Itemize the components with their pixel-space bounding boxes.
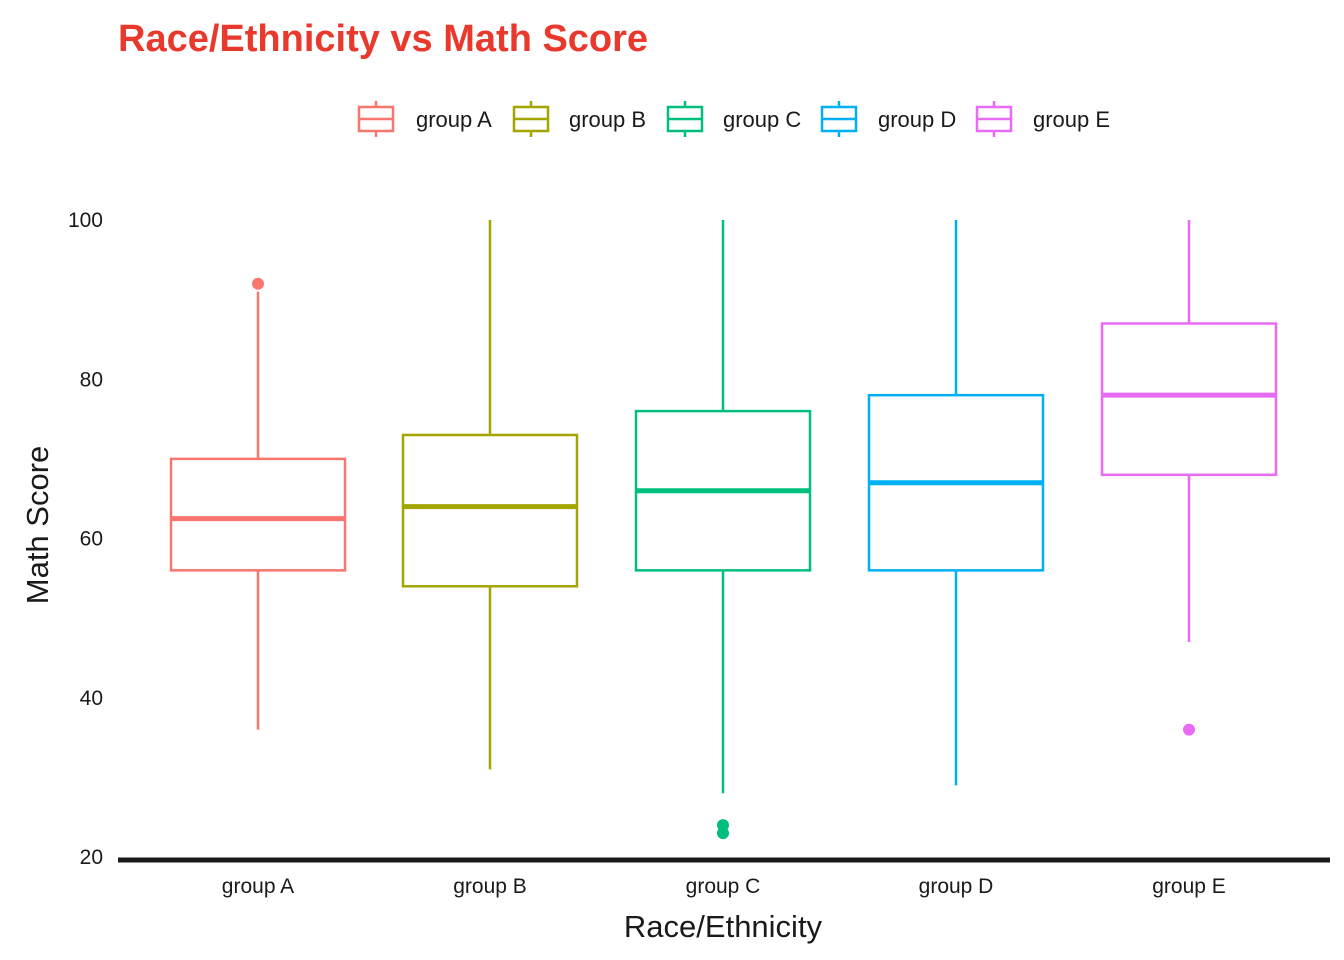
legend-label: group D (878, 107, 956, 132)
legend-key-box-icon (975, 101, 1013, 137)
legend-key-box-icon (820, 101, 858, 137)
plot-area (169, 220, 1278, 840)
legend-item-group-c: group C (666, 101, 801, 137)
legend-label: group C (723, 107, 801, 132)
legend-label: group E (1033, 107, 1110, 132)
chart-title: Race/Ethnicity vs Math Score (118, 18, 649, 60)
legend-label: group A (416, 107, 492, 132)
box-group-c (634, 220, 812, 840)
box-group-a (169, 277, 347, 730)
legend-key-box-icon (512, 101, 550, 137)
interquartile-box (1100, 322, 1278, 477)
legend-item-group-d: group D (820, 101, 956, 137)
legend-key-box-icon (357, 101, 395, 137)
y-tick-label-80: 80 (80, 368, 103, 391)
x-tick-label-group-e: group E (1152, 875, 1226, 898)
y-axis-title: Math Score (20, 446, 55, 605)
interquartile-box (401, 433, 579, 588)
y-tick-label-60: 60 (80, 528, 103, 551)
box-group-b (401, 220, 579, 770)
outlier-point (717, 827, 729, 840)
x-tick-label-group-c: group C (686, 875, 761, 898)
y-axis-ticks: 20 40 60 80 100 (68, 209, 103, 869)
interquartile-box (169, 457, 347, 572)
x-tick-label-group-b: group B (453, 875, 527, 898)
y-tick-label-40: 40 (80, 687, 103, 710)
legend-key-box-icon (666, 101, 704, 137)
box-group-e (1100, 220, 1278, 736)
y-tick-label-100: 100 (68, 209, 103, 232)
legend-item-group-a: group A (357, 101, 492, 137)
x-tick-label-group-d: group D (919, 875, 994, 898)
x-axis-title: Race/Ethnicity (624, 909, 823, 944)
x-tick-label-group-a: group A (222, 875, 294, 898)
legend: group A group B group C group D group E (357, 101, 1110, 137)
outlier-point (252, 277, 264, 290)
legend-item-group-e: group E (975, 101, 1110, 137)
y-tick-label-20: 20 (80, 846, 103, 869)
x-axis-ticks: group A group B group C group D group E (222, 875, 1226, 898)
outlier-point (1183, 723, 1195, 736)
legend-label: group B (569, 107, 646, 132)
legend-item-group-b: group B (512, 101, 646, 137)
box-group-d (867, 220, 1045, 786)
